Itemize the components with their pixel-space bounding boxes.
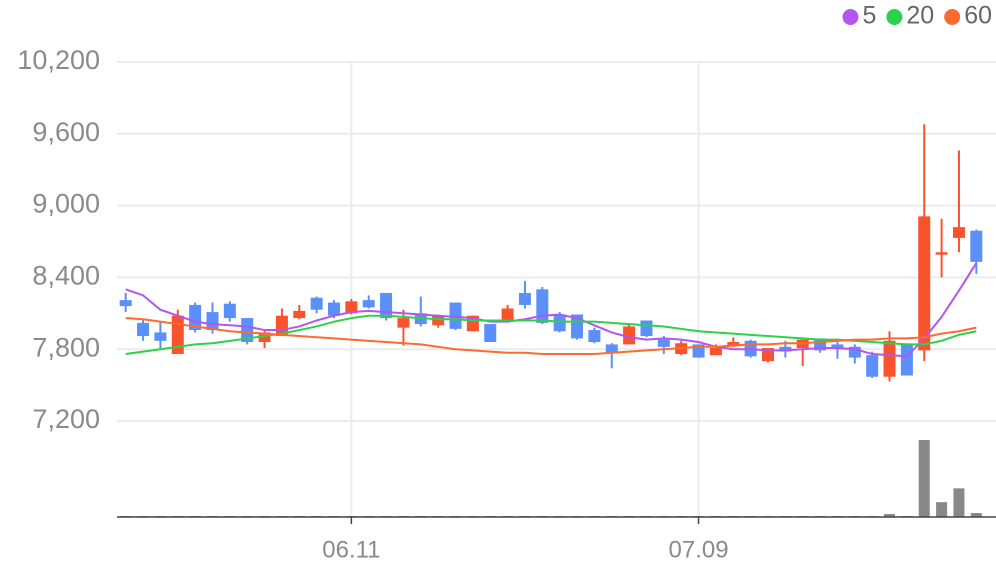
candle-body xyxy=(657,339,670,347)
y-tick-label: 9,000 xyxy=(32,189,100,219)
x-tick-label: 07.09 xyxy=(669,536,729,563)
y-tick-label: 8,400 xyxy=(32,261,100,291)
candle-body xyxy=(189,304,202,331)
candle-body xyxy=(640,320,653,337)
x-tick-label: 06.11 xyxy=(322,536,380,563)
volume-bar xyxy=(970,513,982,517)
y-tick-label: 7,200 xyxy=(32,404,100,434)
candle-body xyxy=(536,289,549,323)
candle-body xyxy=(553,314,566,332)
candle-body xyxy=(814,338,827,351)
candle-body xyxy=(310,297,323,310)
legend-dot xyxy=(886,9,903,25)
candle-body xyxy=(779,346,792,352)
legend-label: 20 xyxy=(906,2,934,30)
candle-body xyxy=(397,318,410,328)
ma-line xyxy=(125,317,977,355)
candle-body xyxy=(605,344,618,353)
ma-line xyxy=(125,262,978,358)
candle-body xyxy=(449,302,462,329)
candle-body xyxy=(119,300,132,307)
candle-body xyxy=(501,308,514,322)
candle-body xyxy=(866,355,879,377)
candle-body xyxy=(362,300,375,308)
candle-body xyxy=(258,332,271,343)
candle-body xyxy=(518,292,531,305)
candle-body xyxy=(328,302,340,316)
ma-line xyxy=(125,314,977,355)
legend-label: 5 xyxy=(862,2,876,30)
candle-body xyxy=(848,346,861,358)
candle-body xyxy=(345,301,358,314)
candle-body xyxy=(484,324,497,343)
candle-body xyxy=(883,340,896,377)
candle-body xyxy=(727,342,740,346)
y-tick-label: 7,800 xyxy=(32,332,100,362)
candle-body xyxy=(918,216,931,351)
candle-body xyxy=(709,348,722,356)
volume-bar xyxy=(953,488,965,517)
candle-body xyxy=(900,344,913,376)
candle-body xyxy=(206,312,219,331)
candle-body xyxy=(571,314,584,339)
candle-body xyxy=(154,332,167,341)
candle-body xyxy=(970,230,983,262)
candle-body xyxy=(623,326,636,345)
candle-body xyxy=(432,315,445,326)
volume-bar xyxy=(884,514,896,517)
candle-body xyxy=(137,322,150,337)
candle-body xyxy=(293,310,306,319)
candle-body xyxy=(935,252,948,255)
legend-dot xyxy=(842,9,859,25)
candle-body xyxy=(588,330,601,343)
candle-body xyxy=(380,292,393,319)
candle-body xyxy=(241,318,254,343)
y-tick-label: 9,600 xyxy=(32,117,100,147)
candle-body xyxy=(223,303,236,319)
legend-dot xyxy=(944,9,961,25)
y-tick-label: 10,200 xyxy=(17,45,100,75)
volume-bar xyxy=(918,440,930,517)
candle-body xyxy=(952,227,965,238)
candle-body xyxy=(831,344,844,350)
volume-bar xyxy=(936,502,948,517)
legend-label: 60 xyxy=(964,2,992,30)
